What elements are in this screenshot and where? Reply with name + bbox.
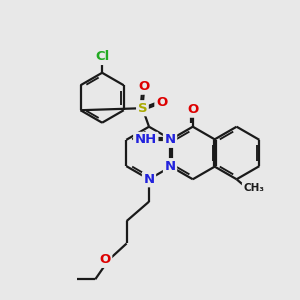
Text: S: S <box>138 102 147 115</box>
Text: O: O <box>156 96 167 109</box>
Text: O: O <box>187 103 198 116</box>
Text: CH₃: CH₃ <box>243 183 264 193</box>
Text: NH: NH <box>135 133 157 146</box>
Text: N: N <box>143 173 155 186</box>
Text: O: O <box>138 80 150 93</box>
Text: O: O <box>100 254 111 266</box>
Text: Cl: Cl <box>95 50 109 64</box>
Text: N: N <box>164 133 175 146</box>
Text: N: N <box>164 160 175 172</box>
